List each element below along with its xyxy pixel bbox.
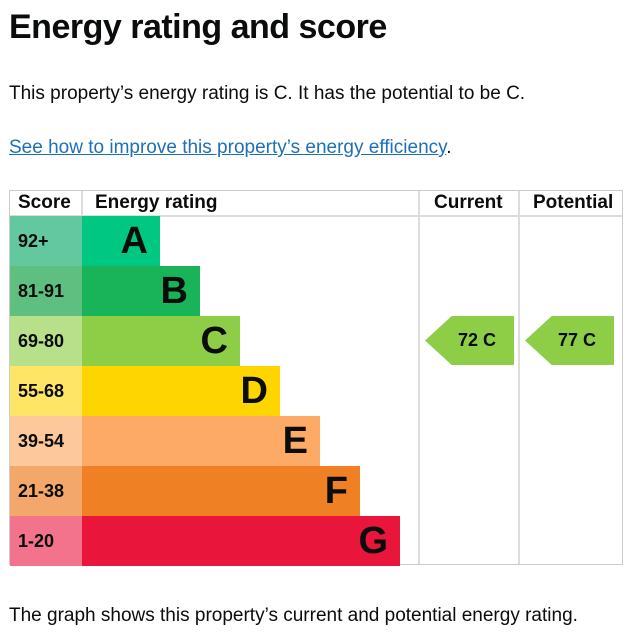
rating-bar-d: D [82, 366, 280, 416]
improve-efficiency-link[interactable]: See how to improve this property’s energ… [9, 137, 447, 158]
current-rating-arrow: 72 C [425, 316, 514, 365]
rating-bar-e: E [82, 416, 320, 466]
graph-description: The graph shows this property’s current … [9, 605, 578, 626]
header-divider [10, 215, 622, 217]
score-range-e: 39-54 [10, 416, 82, 466]
potential-rating-arrow: 77 C [525, 316, 614, 365]
rating-bar-f: F [82, 466, 360, 516]
header-energy-rating: Energy rating [95, 192, 218, 213]
column-divider [518, 191, 520, 564]
rating-bar-g: G [82, 516, 400, 566]
score-range-f: 21-38 [10, 466, 82, 516]
score-range-a: 92+ [10, 216, 82, 266]
link-suffix: . [446, 137, 452, 158]
column-divider [418, 191, 420, 564]
score-range-c: 69-80 [10, 316, 82, 366]
energy-rating-table: Score Energy rating Current Potential 92… [9, 190, 623, 566]
header-potential: Potential [533, 192, 614, 213]
rating-bar-c: C [82, 316, 240, 366]
header-current: Current [434, 192, 503, 213]
header-score: Score [18, 192, 71, 213]
score-range-d: 55-68 [10, 366, 82, 416]
improve-paragraph: See how to improve this property’s energ… [9, 137, 452, 159]
score-range-b: 81-91 [10, 266, 82, 316]
score-range-g: 1-20 [10, 516, 82, 566]
rating-summary: This property’s energy rating is C. It h… [9, 83, 526, 104]
column-divider [81, 191, 83, 215]
rating-bar-a: A [82, 216, 160, 266]
page-title: Energy rating and score [9, 8, 387, 46]
rating-bar-b: B [82, 266, 200, 316]
